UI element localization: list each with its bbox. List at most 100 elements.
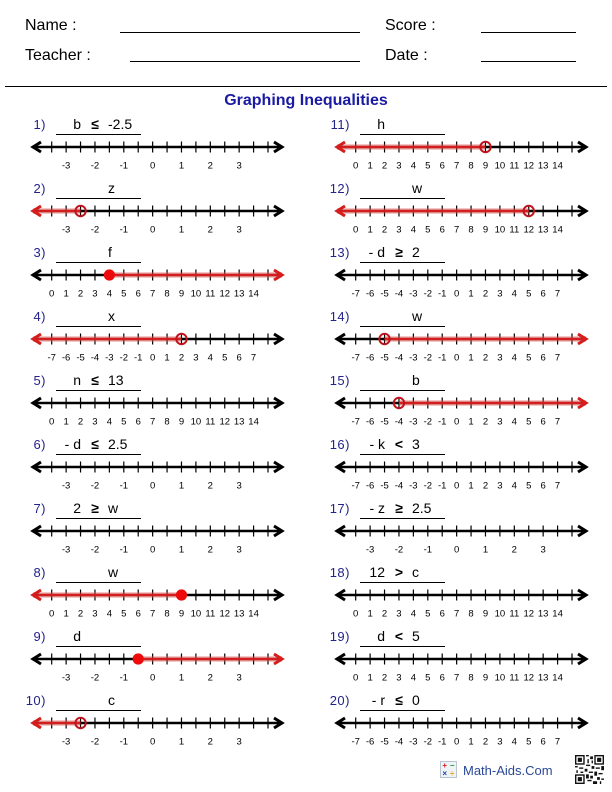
tick-label: 3 (92, 417, 97, 428)
tick-label: -2 (120, 353, 128, 364)
tick-label: 7 (454, 609, 459, 620)
expression-left: - d (64, 436, 81, 452)
tick-label: 5 (425, 225, 430, 236)
tick-label: -2 (424, 481, 432, 492)
tick-label: 4 (512, 353, 517, 364)
tick-label: 3 (541, 545, 546, 556)
expression-right: 5 (412, 628, 420, 644)
expression-right: 3 (412, 436, 420, 452)
tick-label: -3 (62, 545, 70, 556)
tick-label: 9 (483, 225, 488, 236)
number-line: -3 -2 -1 0 1 2 3 (30, 140, 285, 172)
tick-label: -3 (409, 737, 417, 748)
number-line: -3 -2 -1 0 1 2 3 (30, 652, 285, 684)
tick-label: -7 (351, 481, 359, 492)
tick-label: 11 (509, 609, 519, 620)
answer-blank (360, 134, 445, 135)
tick-label: 0 (454, 737, 459, 748)
arrow-left-icon (30, 524, 42, 538)
tick-label: -6 (62, 353, 70, 364)
tick-label: 9 (483, 161, 488, 172)
problem-2: 2) z -3 -2 -1 0 1 2 3 (0, 174, 300, 238)
tick-label: 0 (49, 609, 54, 620)
tick-label: 4 (107, 609, 112, 620)
problem-number: 19) (329, 629, 350, 644)
number-line: -7 -6 -5 -4 -3 -2 -1 0 1 2 3 4 5 6 7 (334, 716, 589, 748)
tick-label: 11 (205, 417, 215, 428)
tick-label: -2 (424, 289, 432, 300)
tick-label: 14 (552, 225, 563, 236)
tick-label: 5 (425, 673, 430, 684)
brand-link[interactable]: Math-Aids.Com (463, 763, 553, 778)
divide-icon: ÷ (450, 768, 455, 778)
arrow-right-icon (273, 140, 285, 154)
tick-label: 2 (382, 161, 387, 172)
tick-label: -6 (366, 737, 374, 748)
tick-label: 4 (411, 225, 416, 236)
tick-label: 6 (440, 225, 445, 236)
math-aids-logo-icon: + − × ÷ (440, 761, 457, 778)
qr-code-icon (575, 755, 604, 784)
tick-label: 14 (248, 289, 259, 300)
tick-label: 6 (237, 353, 242, 364)
tick-label: 2 (512, 545, 517, 556)
number-line: 0 1 2 3 4 5 6 7 8 9 10 11 12 13 14 (30, 396, 285, 428)
problem-number: 11) (330, 117, 350, 132)
arrow-left-icon (334, 716, 346, 730)
answer-blank (56, 262, 141, 263)
tick-label: 9 (179, 417, 184, 428)
problem-16: 16) - k <3 -7 -6 -5 -4 -3 -2 -1 0 1 2 3 4 5 6 7 (304, 430, 604, 494)
tick-label: 0 (353, 161, 358, 172)
tick-label: 11 (509, 161, 519, 172)
closed-endpoint-icon (132, 653, 144, 665)
inequality-symbol: ≤ (91, 116, 99, 132)
problem-15: 15) b -7 -6 -5 -4 -3 -2 -1 0 1 2 3 4 5 6 7 (304, 366, 604, 430)
expression-right: c (412, 564, 419, 580)
tick-label: 2 (208, 545, 213, 556)
number-line: 0 1 2 3 4 5 6 7 8 9 10 11 12 13 14 (30, 588, 285, 620)
number-line: 0 1 2 3 4 5 6 7 8 9 10 11 12 13 14 (334, 204, 589, 236)
arrow-left-icon (334, 268, 346, 282)
tick-label: -6 (366, 353, 374, 364)
inequality-symbol: < (394, 628, 404, 644)
tick-label: 3 (237, 481, 242, 492)
tick-label: 0 (150, 545, 155, 556)
tick-label: 3 (92, 289, 97, 300)
expression-left: d (377, 628, 385, 644)
tick-label: 0 (353, 225, 358, 236)
problem-number: 2) (33, 181, 46, 196)
tick-label: -1 (120, 161, 128, 172)
expression-right: x (108, 308, 115, 324)
tick-label: 1 (179, 673, 184, 684)
inequality-symbol: ≥ (395, 500, 403, 516)
tick-label: 0 (454, 545, 459, 556)
expression-left: d (73, 628, 81, 644)
problem-number: 5) (33, 373, 46, 388)
tick-label: -2 (424, 417, 432, 428)
name-blank (120, 32, 360, 33)
arrow-left-icon (30, 268, 42, 282)
answer-blank (360, 198, 445, 199)
tick-label: 4 (512, 289, 517, 300)
open-endpoint-icon (74, 204, 87, 218)
tick-label: 5 (425, 609, 430, 620)
arrow-right-icon (273, 268, 285, 282)
tick-label: 4 (411, 161, 416, 172)
number-line: -7 -6 -5 -4 -3 -2 -1 0 1 2 3 4 5 6 7 (334, 332, 589, 364)
tick-label: 6 (136, 289, 141, 300)
tick-label: 13 (234, 289, 245, 300)
tick-label: 1 (179, 225, 184, 236)
expression-left: n (73, 372, 81, 388)
problem-number: 14) (329, 309, 350, 324)
number-line: -3 -2 -1 0 1 2 3 (334, 524, 589, 556)
header-divider (5, 86, 607, 87)
tick-label: -1 (438, 353, 446, 364)
tick-label: 1 (468, 289, 473, 300)
tick-label: 12 (523, 225, 534, 236)
tick-label: 12 (523, 161, 534, 172)
tick-label: 2 (483, 353, 488, 364)
tick-label: 2 (382, 673, 387, 684)
tick-label: -6 (366, 417, 374, 428)
tick-label: 1 (179, 737, 184, 748)
problem-14: 14) w -7 -6 -5 -4 -3 -2 -1 0 1 2 3 4 5 6 7 (304, 302, 604, 366)
